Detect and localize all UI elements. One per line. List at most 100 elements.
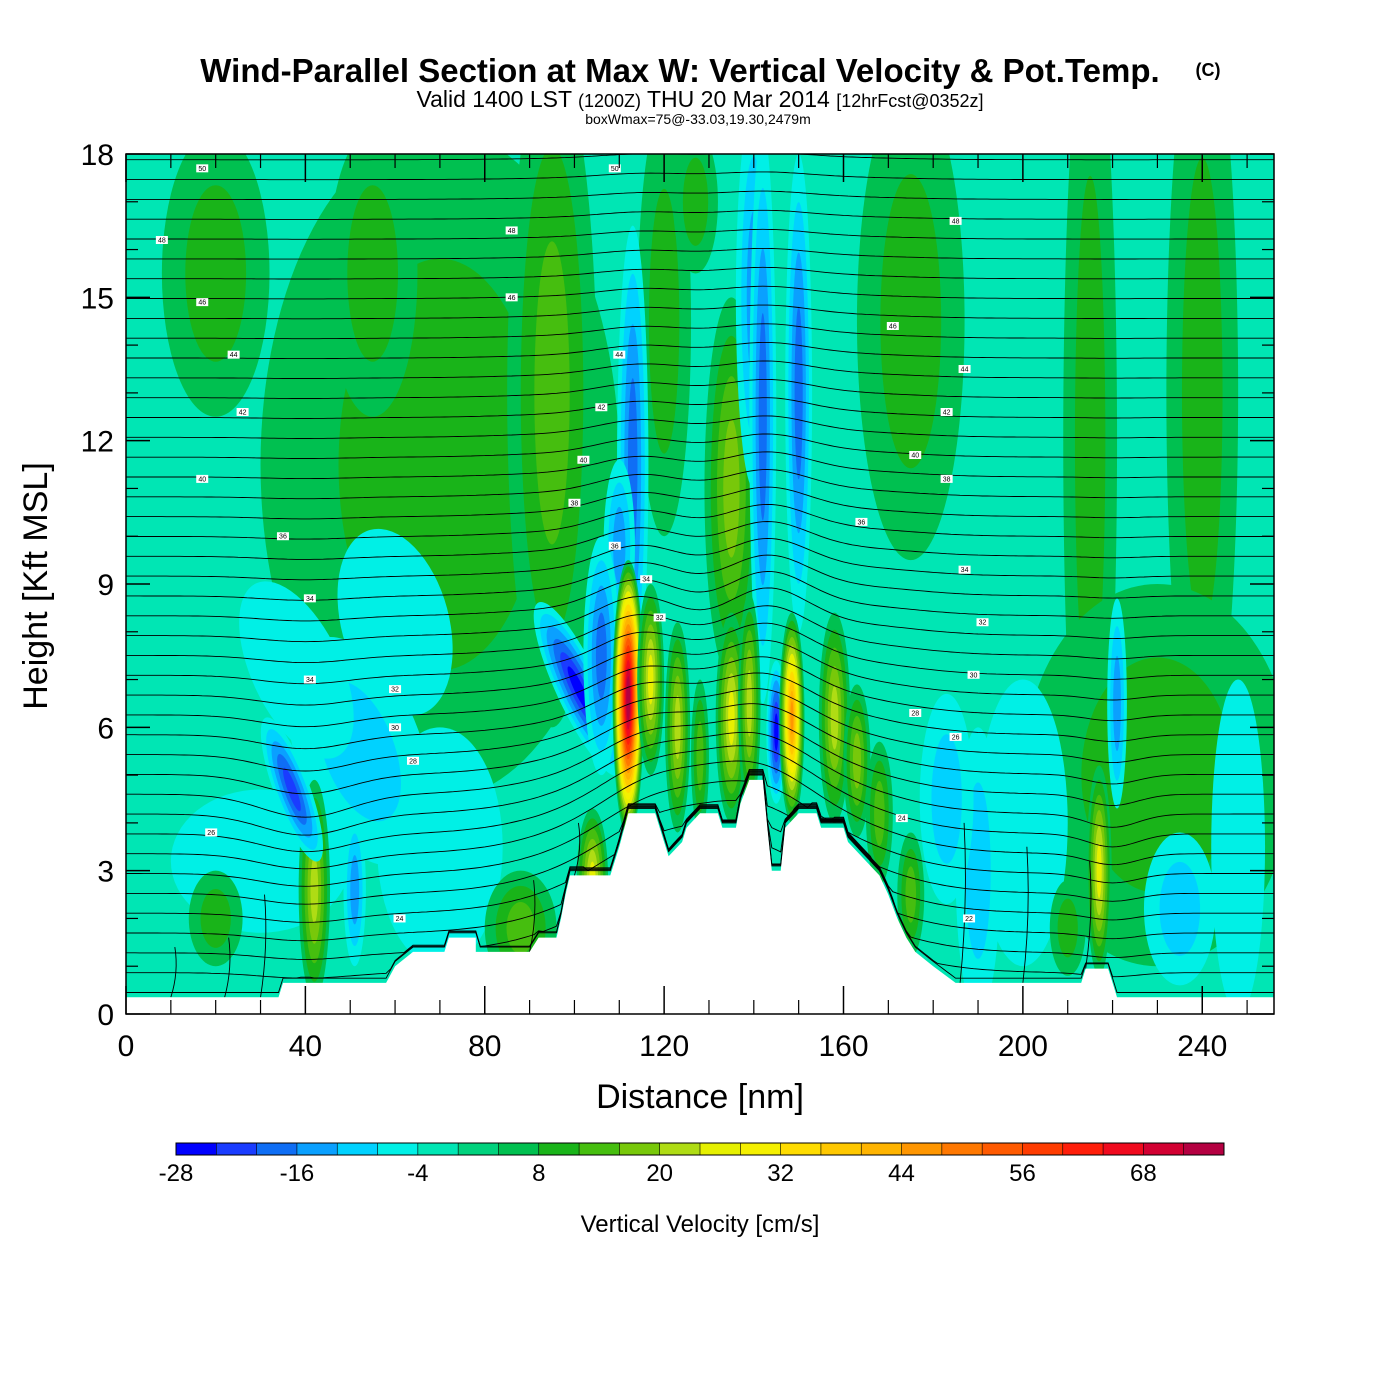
subtitle-valid: Valid 1400 LST [416,86,572,112]
velocity-cell-36 [691,680,709,833]
velocity-contour [347,185,398,362]
isentrope-label: 38 [571,500,579,507]
colorbar-swatch [902,1143,943,1155]
velocity-contour [1182,158,1223,629]
isentrope-label: 44 [615,352,623,359]
colorbar-swatch [1103,1143,1144,1155]
isentrope-label: 48 [508,228,516,235]
isentrope-label: 28 [911,711,919,718]
colorbar-swatch [1022,1143,1063,1155]
velocity-contour [674,696,680,760]
isentrope-label: 38 [943,476,951,483]
isentrope-label: 40 [911,453,919,460]
x-tick-label: 80 [468,1030,501,1063]
isentrope-label: 24 [898,816,906,823]
subtitle-utc: (1200Z) [578,91,641,111]
y-tick-label: 18 [81,139,114,172]
velocity-cell-6 [162,130,270,417]
y-axis-label: Height [Kft MSL] [17,462,55,710]
isentrope-label: 46 [889,324,897,331]
velocity-cell-34 [637,584,664,775]
colorbar-swatch [942,1143,983,1155]
chart: Wind-Parallel Section at Max W: Vertical… [0,0,1400,1400]
colorbar-swatch [660,1143,701,1155]
velocity-cell-43 [866,742,893,885]
isentrope-label: 48 [158,238,166,245]
svg-text:Valid 1400 LST (1200Z): Valid 1400 LST (1200Z) THU 20 Mar 2014 [… [416,86,983,112]
y-tick-label: 6 [97,712,114,745]
colorbar-swatch [821,1143,862,1155]
x-tick-label: 240 [1177,1030,1227,1063]
isentrope-label: 34 [306,677,314,684]
isentrope-label: 34 [642,577,650,584]
colorbar-swatch [539,1143,580,1155]
velocity-contour [831,686,839,750]
velocity-contour [185,185,246,362]
isentrope-label: 42 [239,410,247,417]
isentrope-label: 40 [580,457,588,464]
y-tick-label: 12 [81,426,114,459]
colorbar-swatch [619,1143,660,1155]
isentrope-label: 40 [198,476,206,483]
colorbar-swatch [700,1143,741,1155]
colorbar-swatch [216,1143,257,1155]
velocity-contour [1160,862,1201,956]
colorbar-swatch [861,1143,902,1155]
isentrope-line [126,133,1274,140]
velocity-contour [1211,680,1265,1014]
isentrope-label: 26 [207,830,215,837]
colorbar-swatch [257,1143,298,1155]
colorbar-swatch [740,1143,781,1155]
colorbar-swatch [1143,1143,1184,1155]
copyright-mark: (C) [1196,60,1221,80]
colorbar: -28-16-482032445668 [159,1143,1225,1187]
y-tick-label: 3 [97,856,114,889]
colorbar-swatch [1063,1143,1104,1155]
x-axis-label: Distance [nm] [596,1078,804,1116]
isentrope-label: 30 [391,725,399,732]
isentrope-label: 50 [611,166,619,173]
isentrope-label: 22 [965,916,973,923]
colorbar-swatch [176,1143,217,1155]
isentrope-label: 48 [952,218,960,225]
colorbar-tick-label: -28 [159,1160,194,1187]
colorbar-swatch [1184,1143,1225,1155]
colorbar-label: Vertical Velocity [cm/s] [581,1211,820,1238]
velocity-contour [696,721,703,790]
velocity-contour [310,856,318,923]
colorbar-swatch [498,1143,539,1155]
subtitle-boxwmax: boxWmax=75@-33.03,19.30,2479m [585,111,811,127]
colorbar-swatch [337,1143,378,1155]
isentrope-label: 50 [198,166,206,173]
chart-title: Wind-Parallel Section at Max W: Vertical… [200,52,1159,89]
velocity-cell-9 [1144,832,1216,985]
isentrope-label: 44 [961,367,969,374]
velocity-contour [774,713,778,750]
velocity-cell-28 [673,130,718,273]
colorbar-swatch [458,1143,499,1155]
colorbar-swatch [297,1143,338,1155]
velocity-contour [759,313,767,520]
x-tick-label: 40 [289,1030,322,1063]
y-tick-label: 9 [97,569,114,602]
velocity-contour [905,866,916,922]
isentrope-label: 34 [306,596,314,603]
isentrope-label: 42 [597,405,605,412]
velocity-contour [350,855,359,924]
colorbar-tick-label: -16 [280,1160,315,1187]
velocity-cell-8 [1211,680,1265,1014]
velocity-contour [853,733,861,788]
subtitle-date: THU 20 Mar 2014 [647,86,830,112]
isentrope-label: 30 [970,672,978,679]
velocity-cell-27 [785,154,812,632]
velocity-contour [728,690,734,745]
x-tick-label: 120 [639,1030,689,1063]
x-tick-label: 200 [998,1030,1048,1063]
isentrope-label: 28 [409,758,417,765]
x-tick-label: 0 [118,1030,135,1063]
isentrope-label: 44 [230,352,238,359]
velocity-contour [627,685,630,713]
velocity-contour [596,612,607,698]
colorbar-tick-label: 8 [532,1160,545,1187]
isentrope-label: 36 [611,543,619,550]
